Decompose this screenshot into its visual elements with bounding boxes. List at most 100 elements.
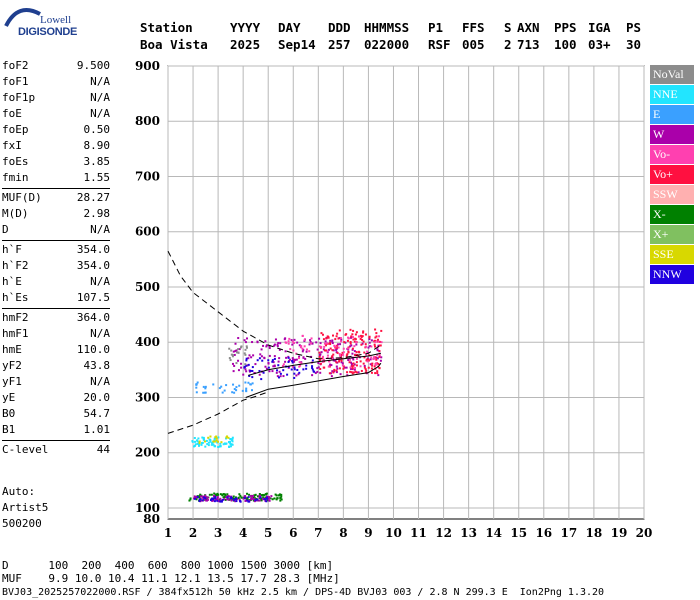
echo-point — [293, 360, 296, 363]
param-row: foF2 9.500 — [2, 58, 110, 74]
param-row: hmF2 364.0 — [2, 310, 110, 326]
param-name: C-level — [2, 443, 49, 456]
echo-point — [193, 444, 196, 447]
echo-point — [258, 499, 261, 502]
echo-point — [318, 351, 321, 354]
echo-point — [331, 339, 334, 342]
echo-point — [219, 497, 222, 500]
echo-point — [329, 339, 332, 342]
echo-point — [370, 367, 373, 370]
echo-point — [279, 342, 282, 345]
echo-point — [231, 362, 234, 365]
echo-point — [204, 494, 207, 497]
echo-point — [364, 368, 367, 371]
echo-point — [355, 331, 358, 334]
echo-point — [323, 366, 326, 369]
echo-point — [199, 495, 202, 498]
echo-point — [202, 436, 205, 439]
param-row: foF1p N/A — [2, 90, 110, 106]
param-name: hmF1 — [2, 327, 29, 340]
echo-point — [229, 443, 232, 446]
echo-point — [244, 495, 247, 498]
x-tick-label: 16 — [535, 526, 552, 540]
echo-point — [365, 353, 368, 356]
echo-point — [273, 497, 276, 500]
echo-point — [278, 370, 281, 373]
echo-point — [296, 368, 299, 371]
echo-point — [260, 348, 263, 351]
echo-point — [371, 362, 374, 365]
echo-point — [335, 357, 338, 360]
y-tick-labels: 100 200 300 400 500 600 700 800 900 80 — [135, 59, 160, 526]
param-value: N/A — [90, 275, 110, 288]
echo-point — [265, 495, 268, 498]
echo-point — [319, 342, 322, 345]
echo-point — [231, 355, 234, 358]
echo-point — [245, 359, 248, 362]
param-value: N/A — [90, 223, 110, 236]
echo-point — [276, 369, 279, 372]
echo-point — [201, 496, 204, 499]
echo-point — [264, 496, 267, 499]
y-tick-label: 400 — [135, 335, 160, 349]
echo-point — [335, 344, 338, 347]
echo-point — [335, 369, 338, 372]
echo-point — [347, 336, 350, 339]
echo-point — [226, 498, 229, 501]
param-row: C-level 44 — [2, 442, 110, 458]
echo-point — [331, 370, 334, 373]
echo-point — [318, 345, 321, 348]
echo-point — [215, 435, 218, 438]
y-tick-label: 800 — [135, 114, 160, 128]
echo-point — [287, 360, 290, 363]
echo-point — [343, 341, 346, 344]
echo-point — [293, 338, 296, 341]
echo-point — [282, 369, 285, 372]
echo-point — [282, 363, 285, 366]
echo-point — [225, 495, 228, 498]
echo-point — [374, 336, 377, 339]
echo-point — [216, 497, 219, 500]
echo-point — [227, 494, 230, 497]
echo-point — [374, 372, 377, 375]
echo-point — [209, 439, 212, 442]
echo-point — [377, 374, 380, 377]
echo-point — [219, 493, 222, 496]
x-tick-label: 1 — [164, 526, 172, 540]
echo-point — [227, 498, 230, 501]
param-row: yE 20.0 — [2, 390, 110, 406]
echo-point — [229, 440, 232, 443]
logo-line2: DIGISONDE — [18, 26, 78, 38]
echo-point — [316, 370, 319, 373]
echo-point — [353, 350, 356, 353]
echo-point — [210, 493, 213, 496]
x-tick-label: 20 — [636, 526, 653, 540]
echo-point — [219, 445, 222, 448]
legend-item: Vo- — [650, 145, 694, 164]
echo-point — [205, 439, 208, 442]
echo-point — [373, 365, 376, 368]
echo-point — [300, 362, 303, 365]
echo-point — [262, 344, 265, 347]
echo-point — [349, 361, 352, 364]
echo-point — [277, 364, 280, 367]
echo-point — [363, 364, 366, 367]
echo-point — [271, 359, 274, 362]
param-row: h`F 354.0 — [2, 242, 110, 258]
echo-point — [320, 351, 323, 354]
echo-point — [206, 496, 209, 499]
echo-point — [203, 496, 206, 499]
echo-point — [346, 347, 349, 350]
echo-point — [254, 363, 257, 366]
echo-point — [249, 369, 252, 372]
echo-point — [354, 367, 357, 370]
param-row: MUF(D) 28.27 — [2, 190, 110, 206]
echo-point — [332, 359, 335, 362]
echo-point — [201, 499, 204, 502]
echo-point — [375, 362, 378, 365]
header-value-6: 005 — [462, 37, 485, 52]
echo-point — [245, 387, 248, 390]
echo-point — [318, 337, 321, 340]
echo-point — [368, 335, 371, 338]
echo-point — [196, 381, 199, 384]
